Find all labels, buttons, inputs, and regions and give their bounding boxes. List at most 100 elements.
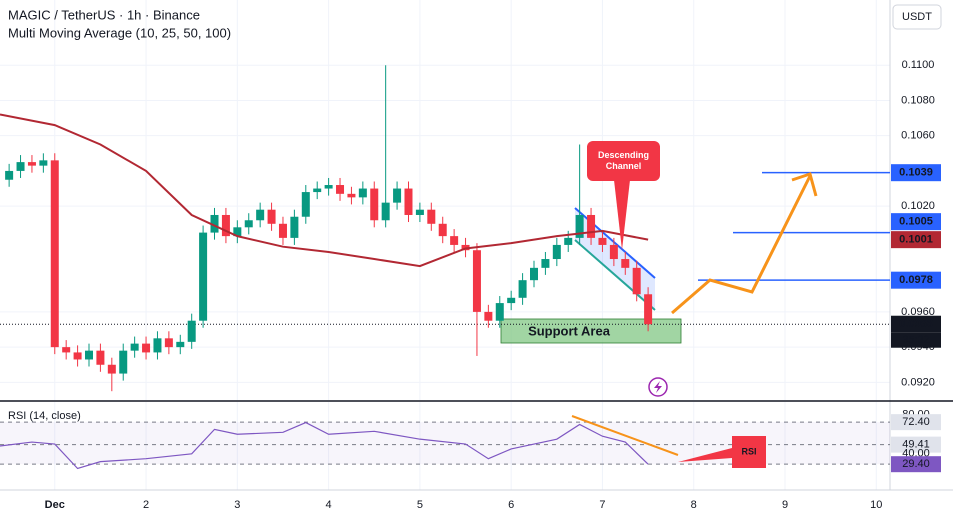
price-label: 0.0953 [899, 318, 933, 330]
callout-pointer [614, 180, 630, 250]
candle-body [85, 350, 93, 360]
rsi-label-box [891, 436, 941, 453]
candle-body [484, 311, 493, 321]
candle-body [438, 223, 447, 237]
candle-body [450, 236, 459, 245]
candle-body [153, 338, 162, 353]
y-tick-label: 0.1100 [902, 59, 935, 71]
x-tick-label: 8 [691, 499, 697, 511]
y-tick-label: 0.0920 [901, 376, 935, 388]
candle-body [609, 244, 618, 260]
candle-body [50, 160, 59, 348]
candle-body [290, 216, 299, 238]
candle-body [324, 185, 333, 189]
x-tick-label: 7 [599, 499, 605, 511]
rsi-callout [678, 436, 766, 468]
candle-body [518, 280, 527, 298]
candle-body [415, 209, 424, 215]
candle-body [370, 188, 379, 221]
countdown: 35:32 [902, 334, 930, 346]
candle-body [530, 267, 538, 281]
candle-body [176, 341, 185, 348]
y-tick-label: 0.0960 [901, 306, 935, 318]
support-label: Support Area [528, 323, 611, 338]
rsi-callout-label: RSI [741, 446, 756, 456]
x-tick-label: 10 [870, 499, 882, 511]
candle-body [393, 188, 402, 203]
countdown-box [891, 332, 941, 348]
candle-body [130, 343, 139, 351]
candle-body [96, 350, 105, 365]
price-label: 0.1039 [899, 167, 933, 179]
rsi-tick-label: 49.41 [902, 439, 930, 451]
candle-body [27, 162, 36, 166]
candle-body [336, 185, 345, 194]
x-tick-label: 2 [143, 499, 149, 511]
candle-body [507, 297, 516, 304]
y-tick-label: 0.1020 [901, 200, 935, 212]
rsi-trend [571, 415, 679, 456]
candle-body [221, 214, 230, 237]
price-label-box [891, 271, 941, 289]
candle-body [267, 209, 276, 224]
candle-body [164, 338, 173, 348]
candle-body [210, 214, 219, 233]
candle-body [564, 237, 573, 245]
candle-body [233, 227, 242, 237]
chart-title: MAGIC / TetherUS · 1h · Binance [8, 7, 200, 22]
rsi-title: RSI (14, close) [8, 410, 81, 422]
candle-body [587, 214, 596, 238]
candle-body [39, 160, 48, 166]
candle-body [541, 259, 550, 268]
rsi-tick-label: 72.40 [902, 416, 930, 428]
projection-head [791, 172, 818, 197]
price-label-box [891, 231, 941, 249]
candle-body [347, 193, 356, 198]
candle-body [199, 232, 208, 321]
x-tick-label: 4 [326, 499, 332, 511]
candle-body [621, 259, 630, 268]
candle-body [427, 209, 436, 224]
indicator-label: Multi Moving Average (10, 25, 50, 100) [8, 25, 231, 40]
price-label-box [891, 213, 941, 231]
price-label: 0.0978 [899, 274, 933, 286]
candle-body [381, 202, 390, 221]
moving-average [0, 113, 649, 268]
channel-callout: Descending Channel [587, 141, 660, 181]
candle-body [5, 170, 14, 180]
event-icon-bolt [654, 381, 662, 393]
candle-body [644, 294, 653, 325]
x-tick-label: 5 [417, 499, 423, 511]
candle-body [16, 162, 25, 171]
currency-button[interactable] [892, 4, 942, 30]
candle-body [73, 352, 82, 360]
candle-body [142, 343, 151, 353]
price-label: 0.1005 [899, 216, 933, 228]
candle-body [187, 320, 196, 342]
y-tick-label: 0.1060 [901, 130, 935, 142]
candle-body [313, 188, 322, 193]
candle-body [552, 244, 561, 260]
rsi-tick-label: 29.40 [902, 458, 930, 470]
price-label-box [891, 164, 941, 182]
candle-body [404, 188, 413, 215]
x-tick-label: 9 [782, 499, 788, 511]
x-tick-label: Dec [45, 499, 65, 511]
candle-body [495, 303, 504, 321]
candle-body [472, 250, 481, 312]
x-tick-label: 6 [508, 499, 514, 511]
rsi-label-box [891, 456, 941, 473]
currency-label: USDT [902, 11, 932, 23]
candle-body [119, 350, 128, 374]
price-label-box [891, 315, 941, 333]
candle-body [598, 237, 607, 245]
rsi-label-box [891, 414, 941, 431]
candle-body [244, 220, 253, 228]
candle-body [256, 209, 265, 221]
x-tick-label: 3 [234, 499, 240, 511]
candle-body [107, 364, 116, 374]
projection [671, 175, 812, 315]
candle-body [575, 214, 584, 238]
